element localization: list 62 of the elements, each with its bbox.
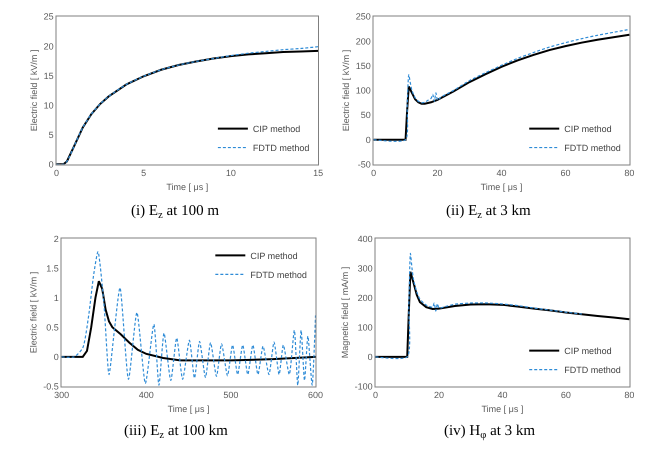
text: (ii) E$_{z}$ at 3 km [446,203,531,222]
y-tick-label: 300 [358,263,373,274]
y-tick-label: 200 [356,36,371,46]
x-tick-label: 5 [141,168,146,178]
x-axis-title: Time [ μs ] [482,404,524,414]
y-tick-label: 2 [54,234,59,244]
y-axis-title: Electric field [ kV/m ] [29,50,40,132]
x-tick-label: 20 [432,168,443,178]
x-tick-label: 20 [434,390,444,400]
legend-label: CIP method [564,124,612,134]
line-series [375,270,630,358]
x-axis-title: Time [ μs ] [166,182,208,192]
y-tick-label: 250 [356,12,371,22]
y-tick-label: 150 [356,60,371,71]
x-tick-label: 500 [223,390,238,400]
y-tick-label: 0.5 [46,322,59,332]
legend-label: FDTD method [252,143,310,154]
y-tick-label: 5 [48,130,54,140]
y-tick-label: 0 [48,159,54,170]
x-tick-label: 80 [624,390,634,400]
x-axis-title: Time [ μs ] [168,404,210,414]
y-tick-label: 1 [54,292,59,303]
x-tick-label: 80 [624,168,634,178]
line-series [62,251,316,386]
x-axis-title: Time [ μs ] [480,182,522,192]
legend-label: FDTD method [250,270,307,280]
y-tick-label: 1.5 [46,263,59,274]
y-tick-label: 15 [44,70,54,81]
legend-label: CIP method [252,124,300,134]
legend-label: FDTD method [564,143,621,154]
y-tick-label: 20 [44,41,54,52]
y-tick-label: 400 [358,234,373,244]
text: (i) E$_{z}$ at 100 m [131,203,220,222]
x-tick-label: 60 [560,390,571,400]
y-tick-label: 0 [366,134,371,145]
text: (iv) H$_{φ}$ at 3 km [444,423,536,442]
x-tick-label: 10 [226,168,236,178]
x-tick-label: 400 [138,390,154,400]
y-axis-title: Electric field [ kV/m ] [28,272,39,354]
y-axis-title: Magnetic field [ mA/m ] [340,266,350,358]
legend-label: CIP method [564,346,612,356]
y-tick-label: 0 [368,352,373,362]
y-tick-label: 200 [358,292,373,303]
y-tick-label: 10 [44,100,54,110]
x-tick-label: 15 [313,168,324,178]
y-tick-label: 50 [360,110,371,120]
y-tick-label: 0 [54,352,59,362]
text: (iii) E$_{z}$ at 100 km [124,423,228,442]
y-tick-label: 25 [44,12,54,22]
x-tick-label: 40 [497,390,508,400]
y-tick-label: 100 [356,86,371,96]
line-series [62,280,316,362]
x-tick-label: 40 [496,168,506,178]
legend-label: FDTD method [564,365,621,376]
y-tick-label: 100 [358,322,373,332]
y-tick-label: -50 [358,159,371,170]
x-tick-label: 600 [308,390,324,400]
x-tick-label: 60 [560,168,570,178]
y-axis-title: Electric field [ kV/m ] [341,50,352,132]
legend-label: CIP method [250,250,298,261]
y-tick-label: -0.5 [43,382,59,392]
y-tick-label: -100 [354,382,373,392]
